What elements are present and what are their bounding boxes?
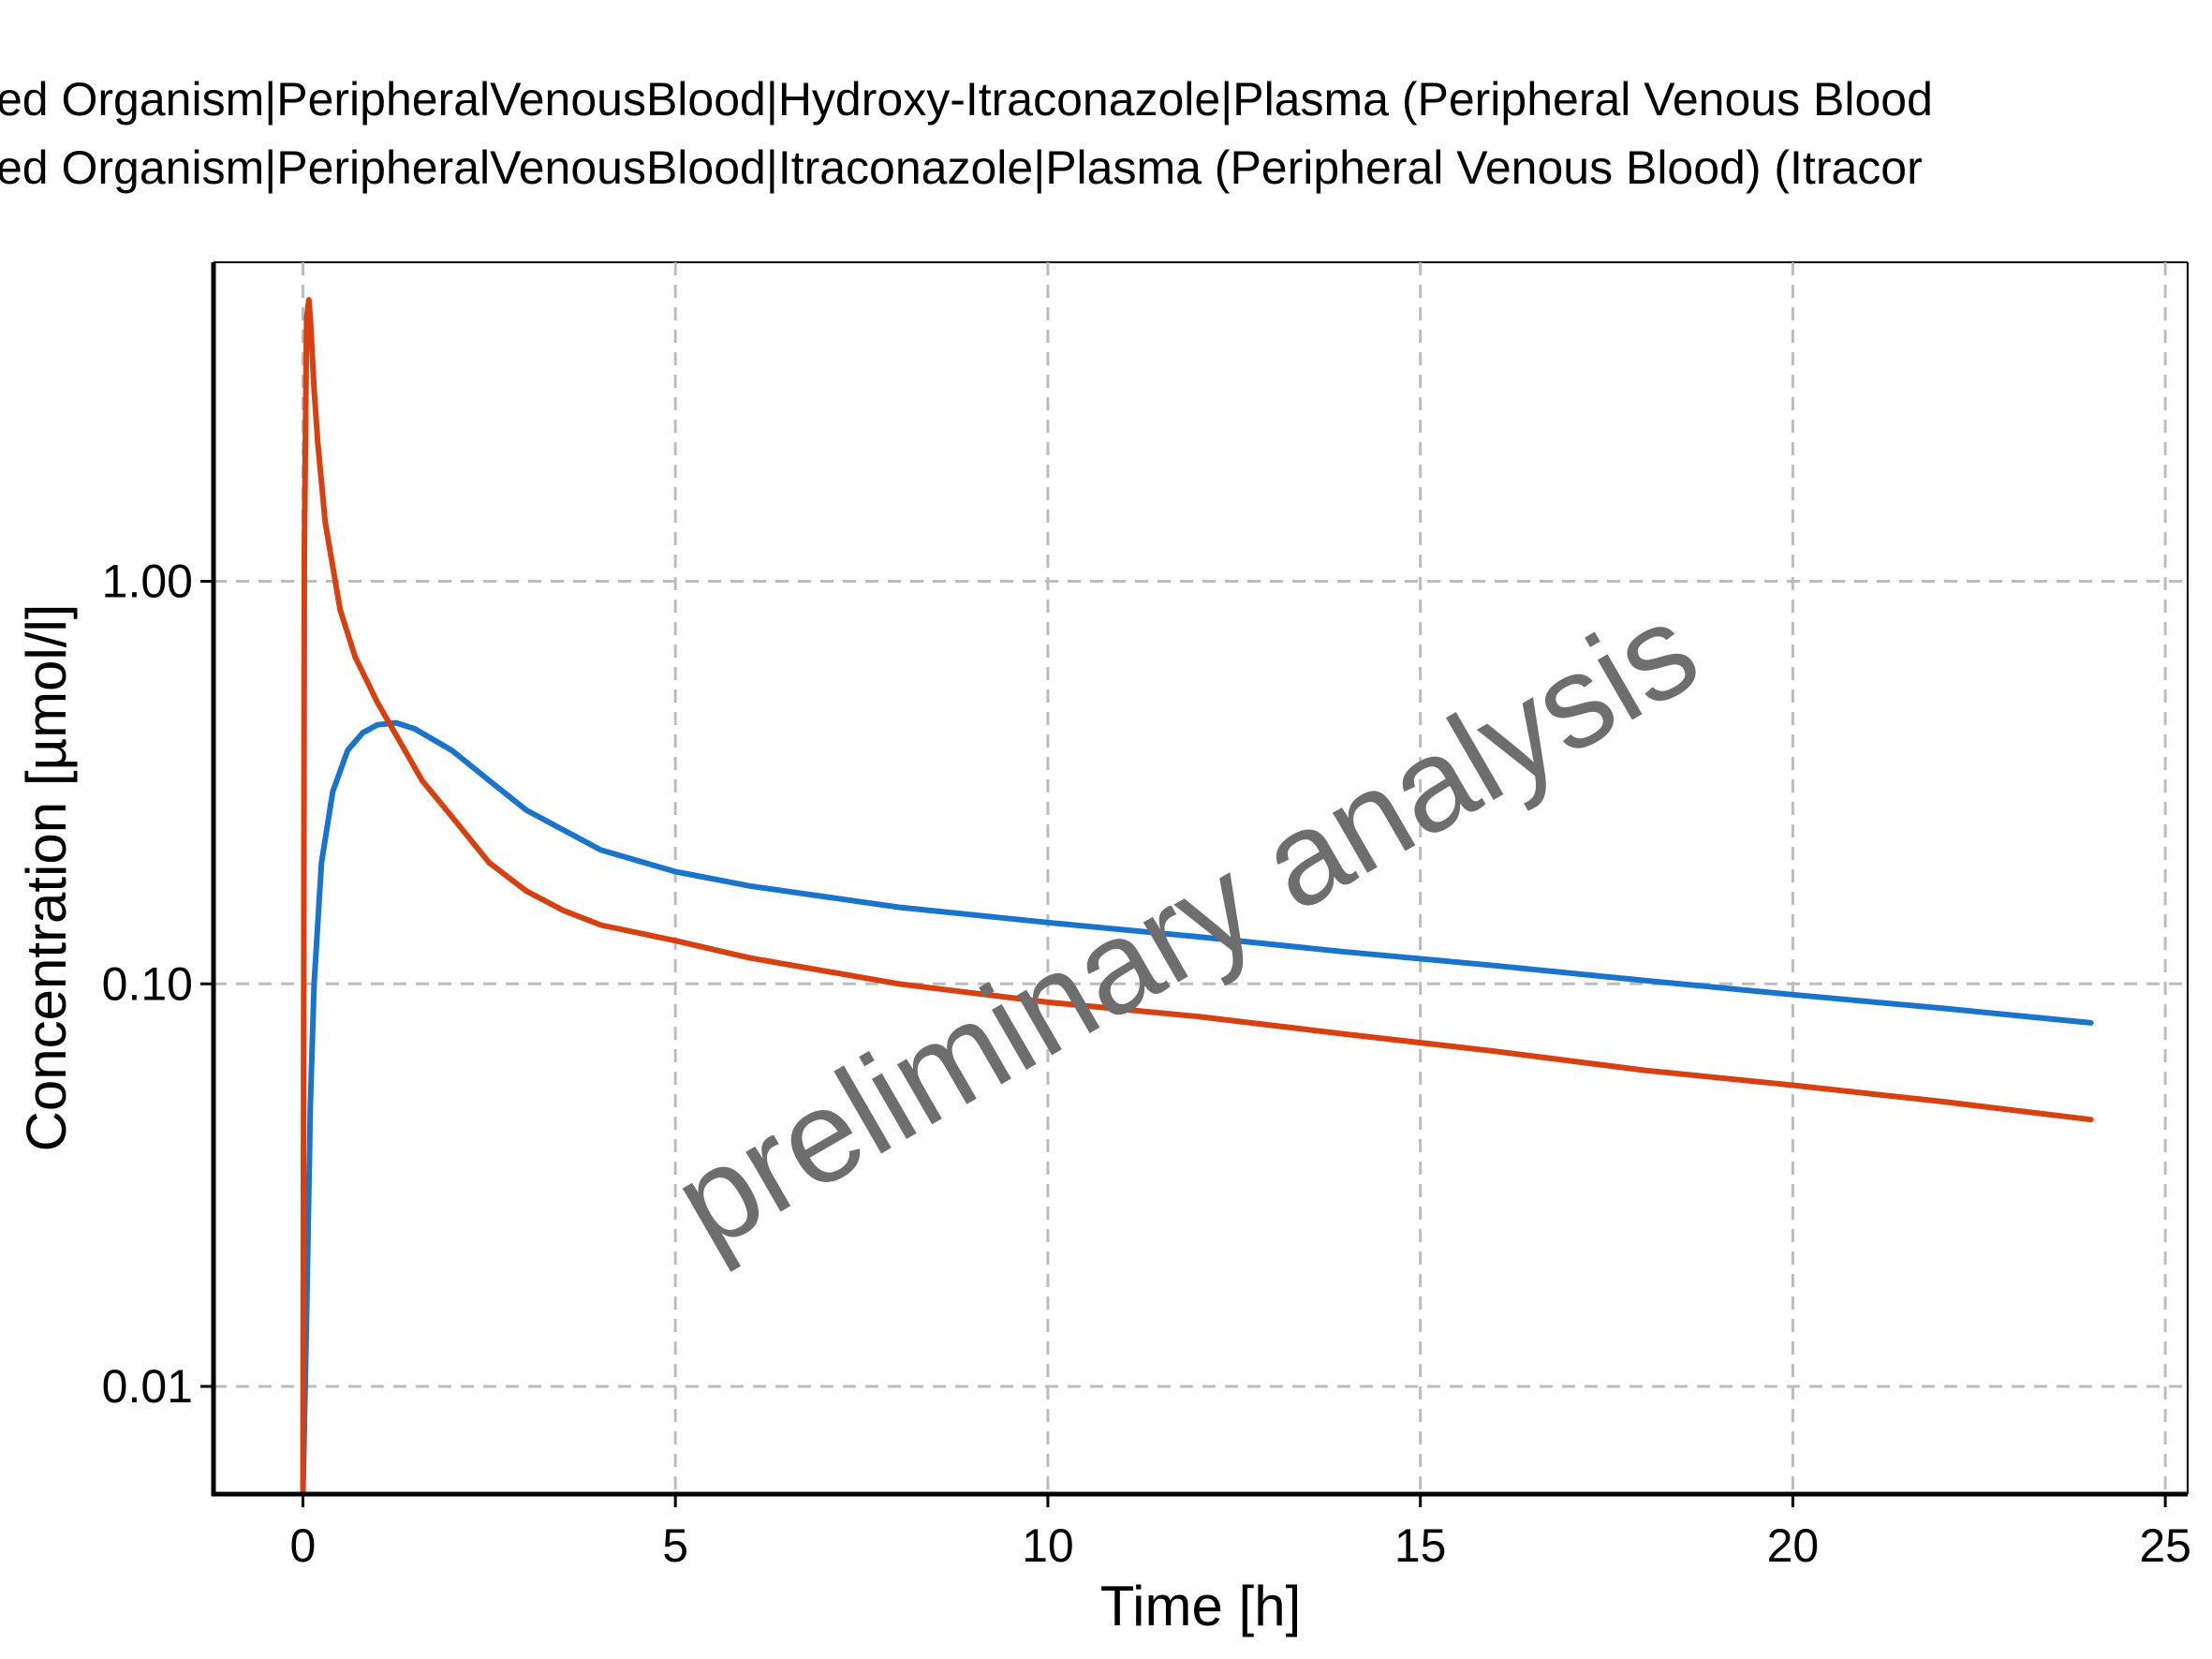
legend-entry-hydroxy-itraconazole: ed Organism|PeripheralVenousBlood|Hydrox… xyxy=(0,73,1933,126)
x-tick-label: 0 xyxy=(290,1519,317,1572)
y-tick-label: 0.01 xyxy=(102,1360,193,1413)
legend-entry-itraconazole: ed Organism|PeripheralVenousBlood|Itraco… xyxy=(0,141,1923,194)
x-tick-label: 25 xyxy=(2139,1519,2191,1572)
axis-ticks: 0 5 10 15 20 25 0.01 0.10 1.00 xyxy=(102,555,2191,1572)
y-tick-label: 1.00 xyxy=(102,555,193,608)
series-line-hydroxy-itraconazole xyxy=(300,719,2094,1497)
x-tick-label: 5 xyxy=(662,1519,688,1572)
x-axis-title: Time [h] xyxy=(1100,1575,1301,1637)
x-tick-label: 20 xyxy=(1767,1519,1820,1572)
series-line-itraconazole xyxy=(300,297,2094,1497)
series-lines xyxy=(300,297,2094,1497)
x-tick-label: 10 xyxy=(1022,1519,1074,1572)
y-tick-label: 0.10 xyxy=(102,957,193,1010)
y-axis-title: Concentration [µmol/l] xyxy=(15,604,78,1152)
x-tick-label: 15 xyxy=(1394,1519,1447,1572)
watermark: preliminary analysis xyxy=(650,574,1720,1278)
